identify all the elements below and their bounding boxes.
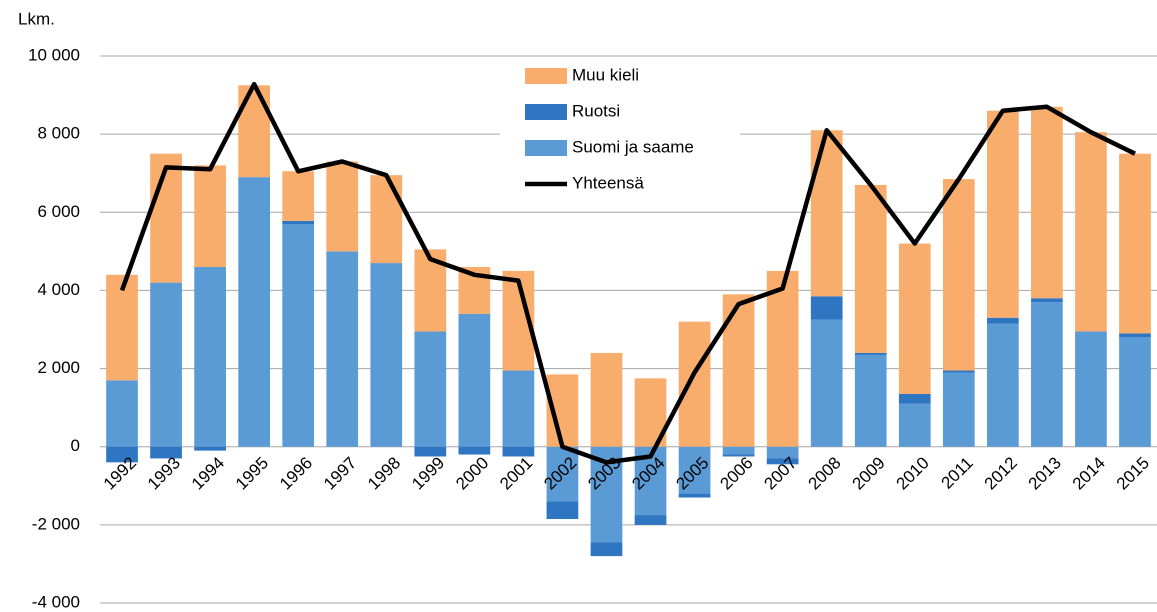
bar [766,446,799,459]
x-tick-label: 2008 [805,453,845,493]
bar [370,263,403,447]
bar [942,370,975,373]
bar [986,317,1019,324]
bar [106,274,138,381]
bar [766,270,799,447]
bar [854,352,887,355]
bar [370,175,403,264]
y-tick-label: 8 000 [37,124,80,143]
y-tick-label: 2 000 [37,358,80,377]
bar [150,153,182,283]
x-tick-label: 2014 [1069,453,1109,493]
x-tick-label: 1996 [276,453,316,493]
bar [1075,331,1107,447]
bar [1119,333,1151,338]
bar [282,220,315,225]
bar [634,515,667,525]
bar [986,110,1019,318]
bar [678,446,711,494]
x-tick-label: 1995 [232,453,272,493]
x-tick-label: 2011 [938,453,977,492]
x-tick-label: 1997 [320,453,360,493]
bar [546,446,579,502]
x-tick-label: 2001 [496,453,536,493]
x-tick-label: 1994 [188,453,228,493]
bar [458,313,491,447]
bar [810,296,843,320]
bar [282,171,315,221]
bar [282,224,315,447]
x-tick-label: 2000 [452,453,492,493]
bar [238,85,271,178]
x-tick-label: 2010 [893,453,933,493]
bar [1031,302,1063,447]
bar [590,352,623,447]
x-tick-label: 1998 [364,453,404,493]
y-tick-label: 4 000 [37,280,80,299]
line [119,81,1136,465]
bar [326,251,359,447]
bar [678,321,711,447]
bar [590,542,623,557]
bar [150,446,182,459]
bar [106,446,138,463]
bar [414,331,447,447]
bar [238,177,271,447]
bar [194,446,226,451]
legend-label: Yhteensä [572,173,644,192]
bar [546,501,579,519]
bar [458,446,491,455]
bar [1031,298,1063,303]
bar [722,446,755,455]
bar [194,266,226,447]
legend-swatch [525,140,567,156]
legend-label: Suomi ja saame [572,137,694,156]
x-tick-label: 2013 [1025,453,1065,493]
y-tick-label: 6 000 [37,202,80,221]
x-tick-label: 1993 [144,453,184,493]
bar [942,179,975,371]
bar [942,372,975,447]
x-tick-label: 1999 [408,453,448,493]
bar [502,446,535,457]
bar [854,354,887,447]
bar [1075,132,1107,332]
bar [678,493,711,498]
bar [1119,337,1151,447]
legend: Muu kieli Ruotsi Suomi ja saame Yhteensä [500,60,740,202]
x-tick-label: 2009 [849,453,889,493]
legend-label: Ruotsi [572,101,620,120]
y-tick-label: 0 [71,436,80,455]
bar [1031,106,1063,299]
bar [194,165,226,267]
bar [766,458,799,465]
legend-swatch [525,68,567,84]
y-tick-label: 10 000 [28,45,80,64]
bar [810,319,843,447]
bar [854,184,887,353]
legend-label: Muu kieli [572,65,639,84]
bar [414,446,447,457]
bar [986,323,1019,447]
bar [898,243,931,394]
y-tick-label: -2 000 [32,514,80,533]
legend-swatch [525,104,567,120]
bar [502,370,535,447]
bar [722,454,755,457]
bar [326,161,359,252]
bar [106,380,138,447]
x-tick-label: 2015 [1113,453,1153,493]
y-tick-label: -4 000 [32,592,80,611]
x-tick-label: 2006 [716,453,756,493]
bar [810,130,843,297]
x-tick-label: 2012 [981,453,1021,493]
bar [1119,153,1151,334]
y-axis-label: Lkm. [18,9,55,28]
bar [898,393,931,404]
bar [898,403,931,447]
bar [150,282,182,447]
